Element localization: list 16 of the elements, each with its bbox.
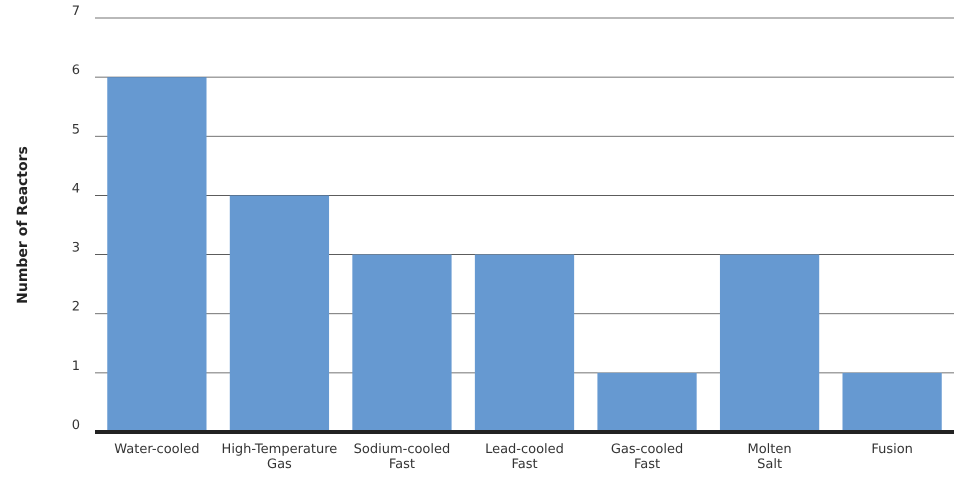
x-tick-label: Fusion [871, 442, 913, 457]
x-tick-label: Water-cooled [114, 442, 200, 457]
x-tick-label: Sodium-cooled Fast [354, 442, 450, 472]
y-tick-label: 5 [72, 122, 80, 138]
y-tick-label: 4 [72, 181, 80, 196]
x-tick-label: Molten Salt [748, 442, 792, 472]
y-axis-title: Number of Reactors [15, 146, 31, 304]
y-tick-label: 0 [72, 418, 80, 433]
y-tick-label: 3 [72, 240, 80, 256]
y-tick-label: 7 [72, 4, 80, 19]
x-tick-label: Lead-cooled Fast [485, 442, 564, 472]
y-tick-label: 1 [72, 358, 80, 374]
x-tick-label: High-Temperature Gas [222, 442, 338, 472]
y-tick-label: 2 [72, 300, 80, 315]
x-tick-label: Gas-cooled Fast [610, 442, 684, 472]
y-tick-label: 6 [72, 63, 80, 78]
